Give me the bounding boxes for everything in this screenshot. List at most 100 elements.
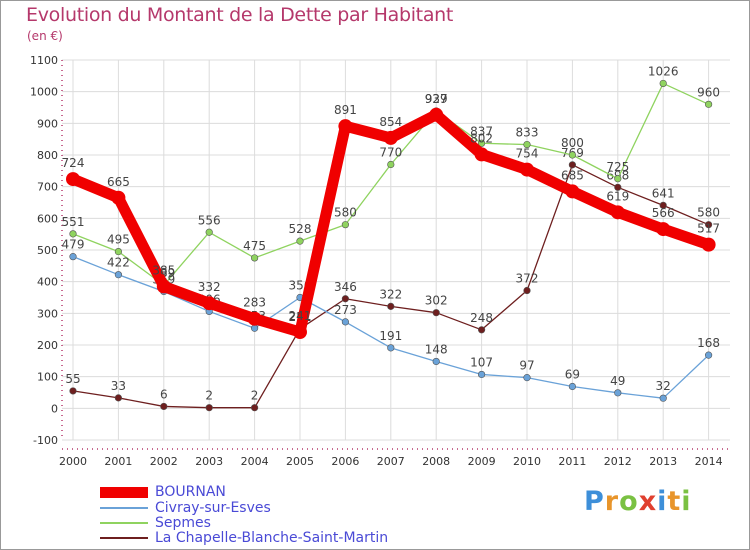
- point-sepmes: [341, 221, 350, 229]
- point-la-chapelle-blanche-saint-martin: [432, 309, 440, 317]
- point-bournan: [701, 237, 716, 252]
- data-label-civray-sur-esves: 422: [107, 256, 130, 270]
- y-tick-label: 100: [37, 371, 58, 384]
- data-label-sepmes: 475: [243, 239, 266, 253]
- data-label-civray-sur-esves: 107: [470, 355, 493, 369]
- y-tick-label: 0: [51, 402, 58, 415]
- data-label-sepmes: 939: [425, 92, 448, 106]
- y-tick-label: 500: [37, 244, 58, 257]
- point-bournan: [66, 172, 80, 187]
- x-tick-label: 2001: [104, 455, 132, 468]
- point-sepmes: [614, 175, 622, 183]
- point-civray-sur-esves: [114, 271, 122, 279]
- data-label-civray-sur-esves: 148: [425, 342, 448, 356]
- point-sepmes: [478, 139, 486, 147]
- legend-label-civray-sur-esves: Civray-sur-Esves: [155, 500, 271, 516]
- point-sepmes: [251, 254, 259, 262]
- x-tick-label: 2008: [422, 455, 450, 468]
- data-label-civray-sur-esves: 168: [697, 336, 720, 350]
- data-label-sepmes: 528: [289, 222, 312, 236]
- point-civray-sur-esves: [478, 370, 486, 379]
- data-label-la-chapelle-blanche-saint-martin: 372: [516, 272, 539, 286]
- data-label-sepmes: 960: [697, 85, 720, 99]
- data-label-sepmes: 770: [379, 146, 402, 160]
- point-sepmes: [659, 79, 667, 88]
- data-label-la-chapelle-blanche-saint-martin: 2: [205, 389, 213, 403]
- data-label-la-chapelle-blanche-saint-martin: 580: [697, 206, 720, 220]
- point-la-chapelle-blanche-saint-martin: [478, 326, 486, 334]
- data-label-sepmes: 556: [198, 213, 221, 227]
- point-bournan: [111, 190, 126, 205]
- x-tick-label: 2006: [331, 455, 359, 468]
- data-label-civray-sur-esves: 97: [519, 359, 534, 373]
- point-civray-sur-esves: [704, 351, 713, 359]
- data-label-la-chapelle-blanche-saint-martin: 302: [425, 294, 448, 308]
- y-tick-label: 300: [37, 307, 58, 320]
- data-label-bournan: 891: [334, 103, 357, 117]
- x-tick-label: 2011: [558, 455, 586, 468]
- point-la-chapelle-blanche-saint-martin: [614, 183, 622, 191]
- data-label-sepmes: 833: [516, 126, 539, 140]
- point-sepmes: [387, 160, 395, 169]
- data-label-la-chapelle-blanche-saint-martin: 6: [160, 387, 168, 401]
- point-sepmes: [296, 237, 304, 245]
- data-label-la-chapelle-blanche-saint-martin: 346: [334, 280, 357, 294]
- data-label-bournan: 332: [198, 280, 221, 294]
- point-bournan: [520, 162, 534, 177]
- data-label-sepmes: 725: [606, 160, 629, 174]
- point-bournan: [383, 130, 398, 145]
- legend-swatch-sepmes: [100, 522, 148, 524]
- data-label-civray-sur-esves: 49: [610, 374, 625, 388]
- data-label-la-chapelle-blanche-saint-martin: 322: [379, 287, 402, 301]
- y-tick-label: 600: [37, 212, 58, 225]
- point-sepmes: [704, 100, 713, 108]
- data-label-sepmes: 495: [107, 233, 130, 247]
- y-tick-label: 700: [37, 181, 58, 194]
- legend-swatch-civray-sur-esves: [100, 507, 148, 509]
- point-sepmes: [568, 151, 577, 159]
- data-label-bournan: 385: [152, 263, 175, 277]
- x-tick-label: 2007: [377, 455, 405, 468]
- data-label-sepmes: 580: [334, 206, 357, 220]
- y-tick-label: 400: [37, 276, 58, 289]
- data-label-civray-sur-esves: 69: [565, 367, 580, 381]
- legend-label-bournan: BOURNAN: [155, 484, 226, 500]
- y-tick-label: -100: [33, 434, 58, 447]
- point-la-chapelle-blanche-saint-martin: [69, 387, 77, 395]
- y-tick-label: 900: [37, 117, 58, 130]
- point-la-chapelle-blanche-saint-martin: [523, 286, 531, 295]
- point-sepmes: [69, 230, 77, 238]
- y-tick-label: 800: [37, 149, 58, 162]
- data-label-sepmes: 551: [62, 215, 85, 229]
- point-bournan: [474, 147, 489, 162]
- point-la-chapelle-blanche-saint-martin: [341, 295, 350, 303]
- data-label-civray-sur-esves: 32: [656, 379, 671, 393]
- data-label-la-chapelle-blanche-saint-martin: 55: [65, 372, 80, 386]
- legend-label-la-chapelle-blanche-saint-martin: La Chapelle-Blanche-Saint-Martin: [155, 530, 389, 546]
- point-sepmes: [114, 247, 122, 256]
- legend-swatch-bournan: [100, 487, 148, 498]
- point-la-chapelle-blanche-saint-martin: [704, 221, 713, 229]
- x-tick-label: 2012: [604, 455, 632, 468]
- point-bournan: [338, 119, 353, 134]
- point-bournan: [610, 205, 625, 220]
- point-civray-sur-esves: [69, 253, 77, 261]
- x-tick-label: 2013: [649, 455, 677, 468]
- point-bournan: [247, 311, 262, 326]
- data-label-bournan: 754: [516, 147, 539, 161]
- point-civray-sur-esves: [614, 389, 622, 397]
- data-label-bournan: 685: [561, 168, 584, 182]
- point-sepmes: [205, 228, 213, 236]
- point-bournan: [656, 222, 671, 237]
- data-label-bournan: 927: [425, 92, 448, 106]
- data-label-bournan: 619: [606, 189, 629, 203]
- point-sepmes: [523, 140, 531, 149]
- point-la-chapelle-blanche-saint-martin: [659, 201, 667, 209]
- point-bournan: [429, 107, 444, 122]
- data-label-bournan: 566: [652, 206, 675, 220]
- point-civray-sur-esves: [432, 357, 440, 366]
- data-label-bournan: 802: [470, 131, 493, 145]
- point-civray-sur-esves: [387, 344, 395, 352]
- point-civray-sur-esves: [659, 394, 667, 402]
- point-bournan: [202, 296, 217, 311]
